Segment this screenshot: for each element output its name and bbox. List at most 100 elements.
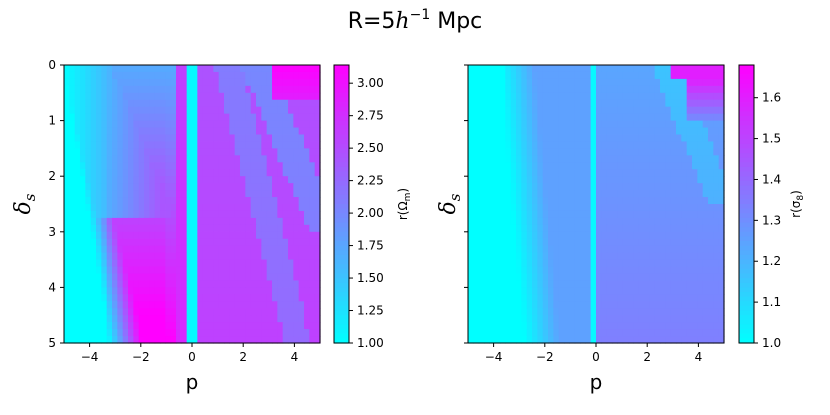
heatmap-cell: [293, 155, 300, 163]
heatmap-cell: [644, 245, 650, 254]
heatmap-cell: [532, 287, 538, 295]
heatmap-cell: [218, 85, 225, 94]
heatmap-cell: [606, 85, 613, 94]
heatmap-cell: [601, 65, 608, 73]
heatmap-cell: [213, 294, 220, 302]
heatmap-cell: [590, 183, 597, 191]
heatmap-cell: [272, 329, 278, 337]
heatmap-cell: [665, 238, 672, 247]
heatmap-cell: [718, 197, 725, 205]
colorbar-segment: [739, 171, 754, 177]
heatmap-cell: [229, 204, 236, 212]
heatmap-cell: [692, 85, 698, 94]
heatmap-cell: [101, 92, 108, 101]
heatmap-cell: [644, 141, 650, 149]
heatmap-cell: [532, 301, 538, 309]
heatmap-cell: [702, 336, 709, 344]
heatmap-cell: [638, 315, 645, 323]
heatmap-cell: [298, 245, 305, 254]
heatmap-cell: [240, 78, 246, 87]
heatmap-cell: [532, 210, 538, 219]
heatmap-cell: [622, 120, 629, 129]
heatmap-cell: [282, 127, 289, 136]
heatmap-cell: [638, 259, 645, 268]
heatmap-cell: [708, 169, 714, 177]
heatmap-cell: [277, 176, 284, 184]
heatmap-cell: [149, 315, 156, 323]
heatmap-cell: [208, 148, 214, 156]
heatmap-cell: [548, 266, 554, 275]
heatmap-cell: [170, 169, 177, 177]
heatmap-cell: [112, 155, 118, 163]
heatmap-cell: [202, 308, 209, 316]
heatmap-cell: [553, 210, 560, 219]
heatmap-cell: [170, 252, 177, 261]
heatmap-cell: [298, 99, 305, 108]
heatmap-cell: [532, 204, 538, 212]
heatmap-cell: [234, 78, 241, 87]
heatmap-cell: [288, 238, 294, 247]
heatmap-cell: [564, 210, 570, 219]
heatmap-cell: [202, 65, 209, 73]
heatmap-cell: [224, 99, 230, 108]
colorbar-segment: [334, 329, 349, 335]
heatmap-cell: [138, 176, 145, 184]
heatmap-cell: [298, 92, 305, 101]
heatmap-cell: [564, 155, 570, 163]
heatmap-cell: [112, 245, 118, 254]
heatmap-cell: [574, 294, 581, 302]
heatmap-cell: [590, 273, 597, 282]
heatmap-cell: [256, 287, 262, 295]
heatmap-cell: [218, 245, 225, 254]
heatmap-cell: [478, 141, 485, 149]
heatmap-cell: [293, 238, 300, 247]
heatmap-cell: [80, 148, 86, 156]
heatmap-cell: [106, 71, 113, 80]
heatmap-cell: [548, 259, 554, 268]
colorbar-tick-label: 1.4: [762, 172, 781, 186]
heatmap-cell: [133, 183, 140, 191]
heatmap-cell: [596, 134, 602, 143]
heatmap-cell: [234, 287, 241, 295]
heatmap-cell: [229, 71, 236, 80]
heatmap-cell: [149, 113, 156, 122]
heatmap-cell: [633, 190, 640, 198]
heatmap-cell: [489, 322, 496, 330]
heatmap-cell: [69, 204, 76, 212]
heatmap-cell: [122, 231, 129, 240]
heatmap-cell: [245, 65, 252, 73]
heatmap-cell: [628, 217, 634, 226]
heatmap-cell: [106, 231, 113, 240]
heatmap-cell: [500, 315, 506, 323]
heatmap-cell: [660, 217, 666, 226]
heatmap-cell: [133, 224, 140, 233]
heatmap-cell: [484, 301, 490, 309]
heatmap-cell: [186, 231, 193, 240]
heatmap-cell: [298, 141, 305, 149]
heatmap-cell: [69, 162, 76, 170]
heatmap-cell: [186, 134, 193, 143]
heatmap-cell: [186, 294, 193, 302]
heatmap-cell: [692, 224, 698, 233]
heatmap-cell: [133, 85, 140, 94]
heatmap-cell: [510, 65, 517, 73]
heatmap-cell: [505, 329, 512, 337]
heatmap-cell: [288, 224, 294, 233]
heatmap-cell: [90, 176, 97, 184]
heatmap-cell: [64, 245, 70, 254]
heatmap-cell: [298, 273, 305, 282]
heatmap-cell: [702, 120, 709, 129]
heatmap-cell: [494, 273, 501, 282]
heatmap-cell: [64, 210, 70, 219]
heatmap-cell: [478, 315, 485, 323]
heatmap-cell: [633, 273, 640, 282]
heatmap-cell: [574, 301, 581, 309]
heatmap-cell: [718, 162, 725, 170]
heatmap-cell: [309, 210, 316, 219]
heatmap-cell: [681, 134, 688, 143]
heatmap-cell: [122, 169, 129, 177]
heatmap-cell: [718, 127, 725, 136]
heatmap-cell: [558, 162, 565, 170]
heatmap-cell: [160, 252, 166, 261]
heatmap-cell: [628, 259, 634, 268]
